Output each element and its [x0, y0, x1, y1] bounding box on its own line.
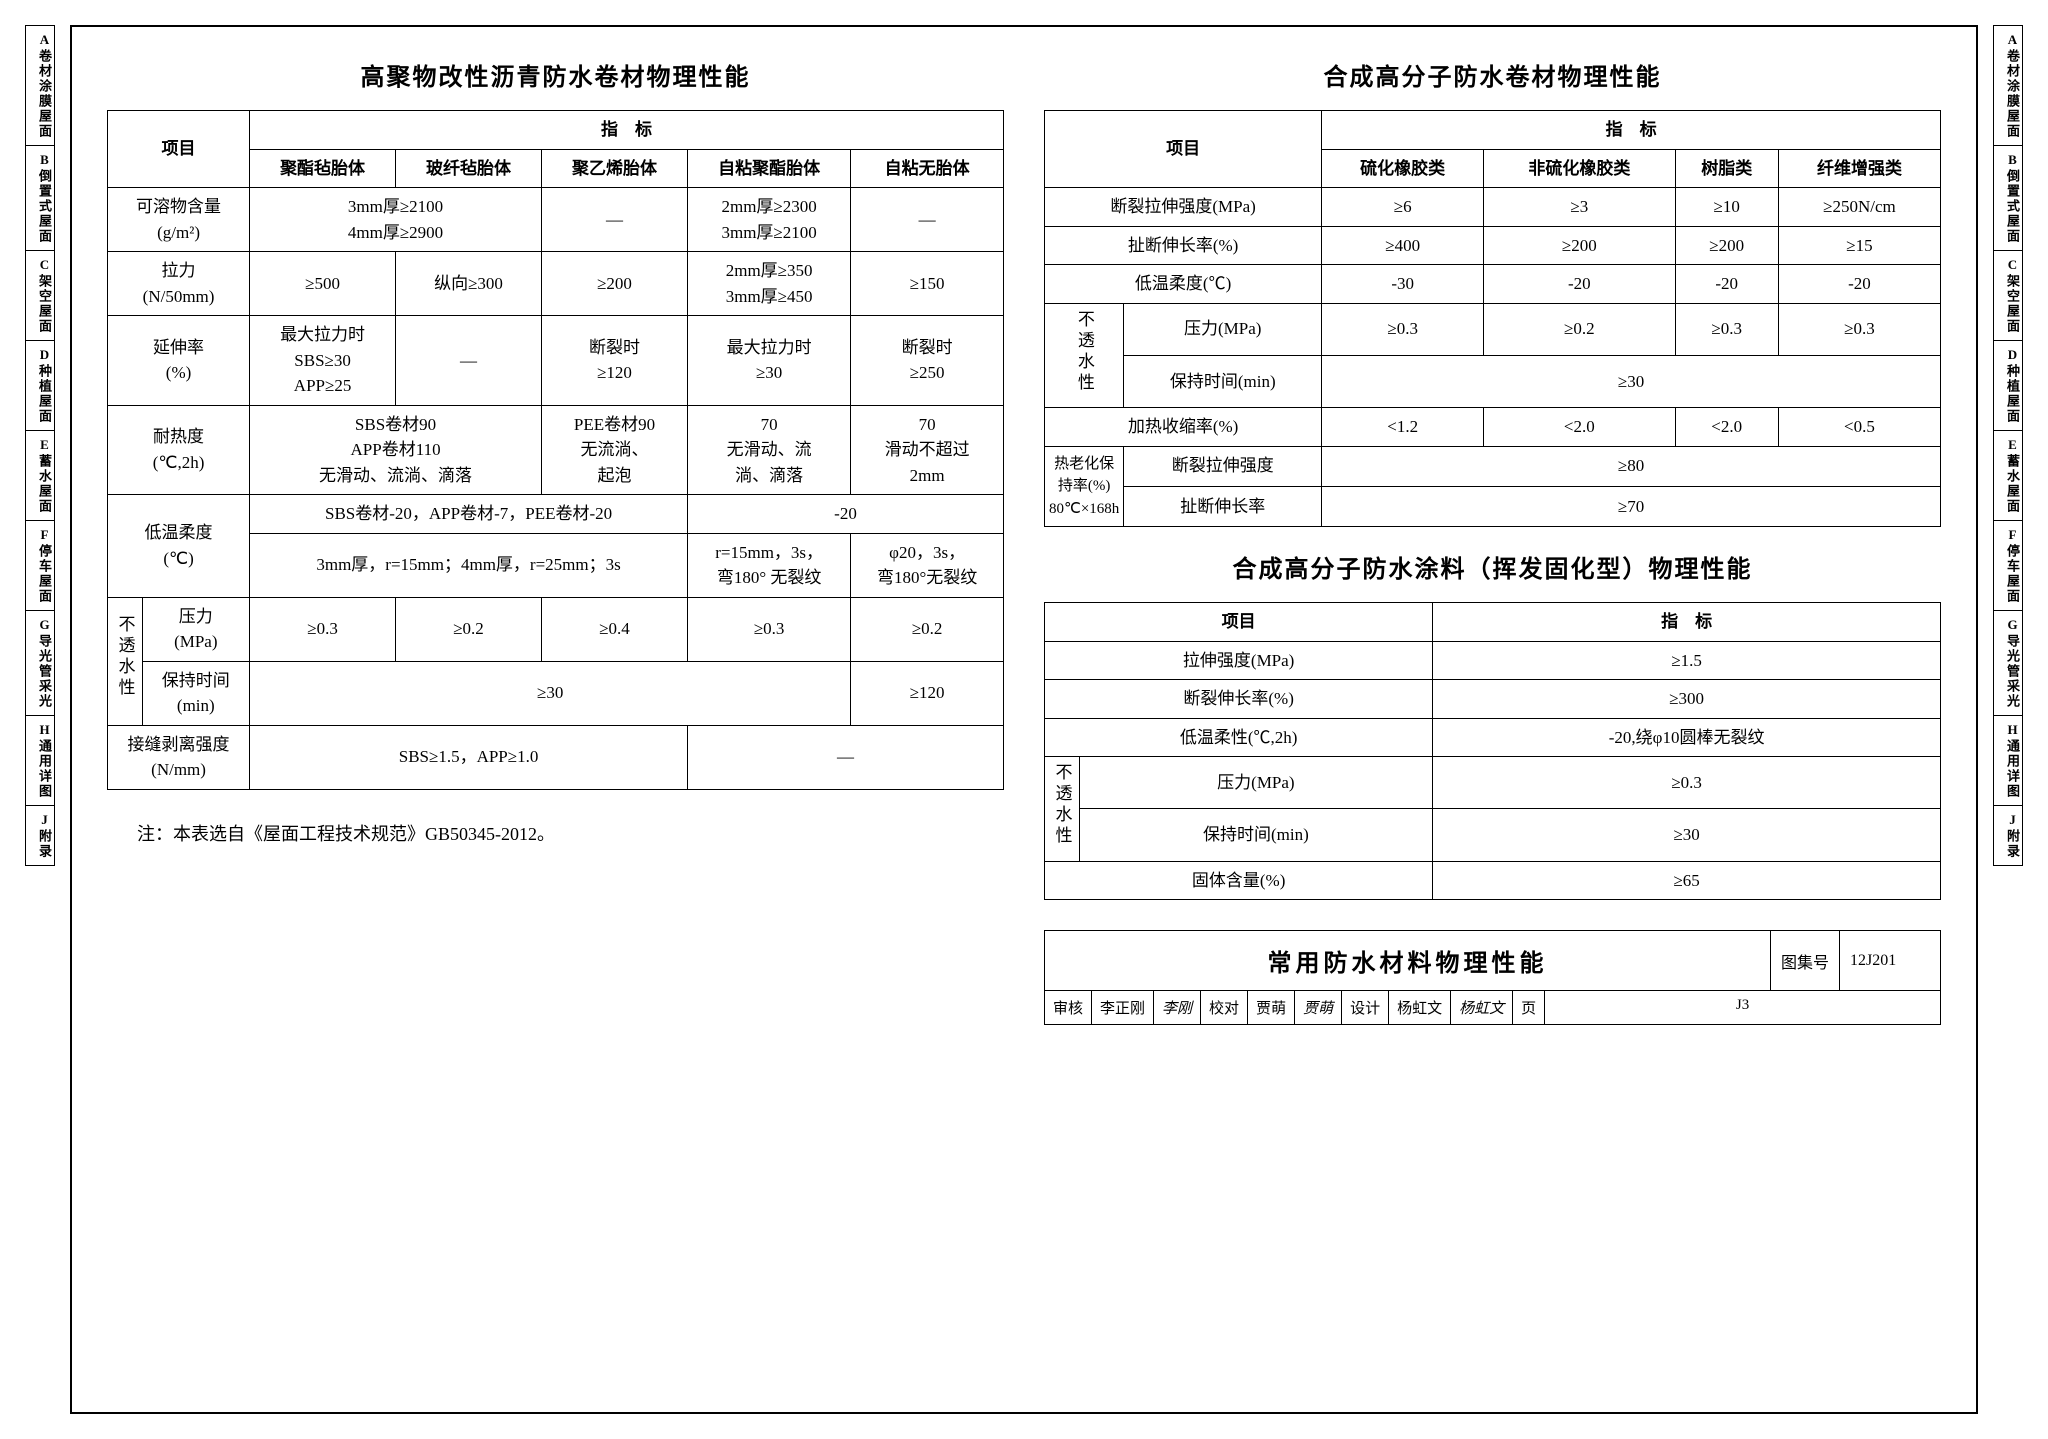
r2-th-item: 项目 [1045, 603, 1433, 642]
r3-label: 延伸率 (%) [108, 316, 250, 406]
r1c1: 非硫化橡胶类 [1484, 149, 1675, 188]
index-tab: G导光管采光 [1993, 610, 2023, 715]
r1-th-index: 指 标 [1322, 111, 1941, 150]
r1c3: 纤维增强类 [1778, 149, 1940, 188]
r4c3: PEE卷材90 无流淌、 起泡 [542, 405, 688, 495]
r1-wr1l: 压力(MPa) [1124, 303, 1322, 355]
r2c1: ≥500 [250, 252, 396, 316]
r2c5: ≥150 [851, 252, 1004, 316]
r2c3: ≥200 [542, 252, 688, 316]
r2c4: 2mm厚≥350 3mm厚≥450 [688, 252, 851, 316]
r1-label: 可溶物含量 (g/m²) [108, 188, 250, 252]
r6b-last: ≥120 [851, 661, 1004, 725]
left-section-index: A卷材涂膜屋面B倒置式屋面C架空屋面D种植屋面E蓄水屋面F停车屋面G导光管采光H… [25, 25, 55, 866]
col-h3: 聚乙烯胎体 [542, 149, 688, 188]
r4c5: 70 滑动不超过 2mm [851, 405, 1004, 495]
r6a2: ≥0.4 [542, 597, 688, 661]
r6a-label: 压力 (MPa) [142, 597, 250, 661]
index-tab: H通用详图 [1993, 715, 2023, 805]
index-tab: G导光管采光 [25, 610, 55, 715]
r3c4: 最大拉力时 ≥30 [688, 316, 851, 406]
index-tab: D种植屋面 [1993, 340, 2023, 430]
r5-label: 低温柔度 (℃) [108, 495, 250, 598]
r1-aging-vlabel: 热老化保 持率(%) 80℃×168h [1045, 446, 1124, 527]
r7-label: 接缝剥离强度 (N/mm) [108, 725, 250, 789]
set-label: 图集号 [1771, 931, 1840, 990]
r6a3: ≥0.3 [688, 597, 851, 661]
index-tab: A卷材涂膜屋面 [1993, 25, 2023, 145]
r2-vlabel: 不透水性 [1045, 757, 1080, 862]
col-h5: 自粘无胎体 [851, 149, 1004, 188]
set-no: 12J201 [1840, 931, 1940, 990]
r5c: 3mm厚，r=15mm；4mm厚，r=25mm；3s [250, 533, 688, 597]
r6a1: ≥0.2 [396, 597, 542, 661]
r5d: r=15mm，3s， 弯180° 无裂纹 [688, 533, 851, 597]
r2c2: 纵向≥300 [396, 252, 542, 316]
col-h1: 聚酯毡胎体 [250, 149, 396, 188]
col-h4: 自粘聚酯胎体 [688, 149, 851, 188]
r4-label: 耐热度 (℃,2h) [108, 405, 250, 495]
r1-th-item: 项目 [1045, 111, 1322, 188]
right2-table: 项目 指 标 拉伸强度(MPa)≥1.5 断裂伸长率(%)≥300 低温柔性(℃… [1044, 602, 1941, 900]
left-table: 项目 指 标 聚酯毡胎体 玻纤毡胎体 聚乙烯胎体 自粘聚酯胎体 自粘无胎体 可溶… [107, 110, 1004, 790]
th-item: 项目 [108, 111, 250, 188]
index-tab: E蓄水屋面 [1993, 430, 2023, 520]
index-tab: D种植屋面 [25, 340, 55, 430]
index-tab: E蓄水屋面 [25, 430, 55, 520]
index-tab: F停车屋面 [1993, 520, 2023, 610]
index-tab: C架空屋面 [25, 250, 55, 340]
drawing-title: 常用防水材料物理性能 [1045, 931, 1771, 990]
index-tab: A卷材涂膜屋面 [25, 25, 55, 145]
r3c1: 最大拉力时 SBS≥30 APP≥25 [250, 316, 396, 406]
r6b-merge: ≥30 [250, 661, 851, 725]
right1-table: 项目 指 标 硫化橡胶类 非硫化橡胶类 树脂类 纤维增强类 断裂拉伸强度(MPa… [1044, 110, 1941, 527]
r7b: — [688, 725, 1004, 789]
right2-title: 合成高分子防水涂料（挥发固化型）物理性能 [1044, 549, 1941, 584]
index-tab: B倒置式屋面 [1993, 145, 2023, 250]
r1-vlabel: 不透水性 [1045, 303, 1124, 408]
rr1-0: 扯断伸长率(%) [1045, 226, 1322, 265]
index-tab: B倒置式屋面 [25, 145, 55, 250]
index-tab: H通用详图 [25, 715, 55, 805]
index-tab: C架空屋面 [1993, 250, 2023, 340]
left-table-section: 高聚物改性沥青防水卷材物理性能 项目 指 标 聚酯毡胎体 玻纤毡胎体 聚乙烯胎体… [107, 57, 1004, 1025]
index-tab: J附录 [1993, 805, 2023, 866]
r6b-label: 保持时间 (min) [142, 661, 250, 725]
rr2-0: 低温柔度(℃) [1045, 265, 1322, 304]
r2-th-index: 指 标 [1433, 603, 1941, 642]
rr0-0: 断裂拉伸强度(MPa) [1045, 188, 1322, 227]
r3c5: 断裂时 ≥250 [851, 316, 1004, 406]
footnote: 注：本表选自《屋面工程技术规范》GB50345-2012。 [137, 820, 1004, 846]
r1-wr2l: 保持时间(min) [1124, 355, 1322, 407]
r4c4: 70 无滑动、流 淌、滴落 [688, 405, 851, 495]
r1c4: — [851, 188, 1004, 252]
r1c2: 树脂类 [1675, 149, 1778, 188]
index-tab: J附录 [25, 805, 55, 866]
th-index: 指 标 [250, 111, 1004, 150]
col-h2: 玻纤毡胎体 [396, 149, 542, 188]
r1c2: — [542, 188, 688, 252]
title-block: 常用防水材料物理性能 图集号 12J201 审核 李正刚 李刚 校对 贾萌 贾萌… [1044, 930, 1941, 1025]
r1c1: 3mm厚≥2100 4mm厚≥2900 [250, 188, 542, 252]
r5a: SBS卷材-20，APP卷材-7，PEE卷材-20 [250, 495, 688, 534]
r6a4: ≥0.2 [851, 597, 1004, 661]
r4c1: SBS卷材90 APP卷材110 无滑动、流淌、滴落 [250, 405, 542, 495]
right-section-index: A卷材涂膜屋面B倒置式屋面C架空屋面D种植屋面E蓄水屋面F停车屋面G导光管采光H… [1993, 25, 2023, 866]
r6-vlabel: 不透水性 [108, 597, 143, 725]
r7a: SBS≥1.5，APP≥1.0 [250, 725, 688, 789]
index-tab: F停车屋面 [25, 520, 55, 610]
drawing-frame: 高聚物改性沥青防水卷材物理性能 项目 指 标 聚酯毡胎体 玻纤毡胎体 聚乙烯胎体… [70, 25, 1978, 1414]
r5e: φ20，3s， 弯180°无裂纹 [851, 533, 1004, 597]
r3c2: — [396, 316, 542, 406]
right1-title: 合成高分子防水卷材物理性能 [1044, 57, 1941, 92]
r1c3: 2mm厚≥2300 3mm厚≥2100 [688, 188, 851, 252]
r5b: -20 [688, 495, 1004, 534]
r1c0: 硫化橡胶类 [1322, 149, 1484, 188]
right-column: 合成高分子防水卷材物理性能 项目 指 标 硫化橡胶类 非硫化橡胶类 树脂类 纤维… [1044, 57, 1941, 1025]
r2-label: 拉力 (N/50mm) [108, 252, 250, 316]
r3c3: 断裂时 ≥120 [542, 316, 688, 406]
r6a0: ≥0.3 [250, 597, 396, 661]
left-title: 高聚物改性沥青防水卷材物理性能 [107, 57, 1004, 92]
